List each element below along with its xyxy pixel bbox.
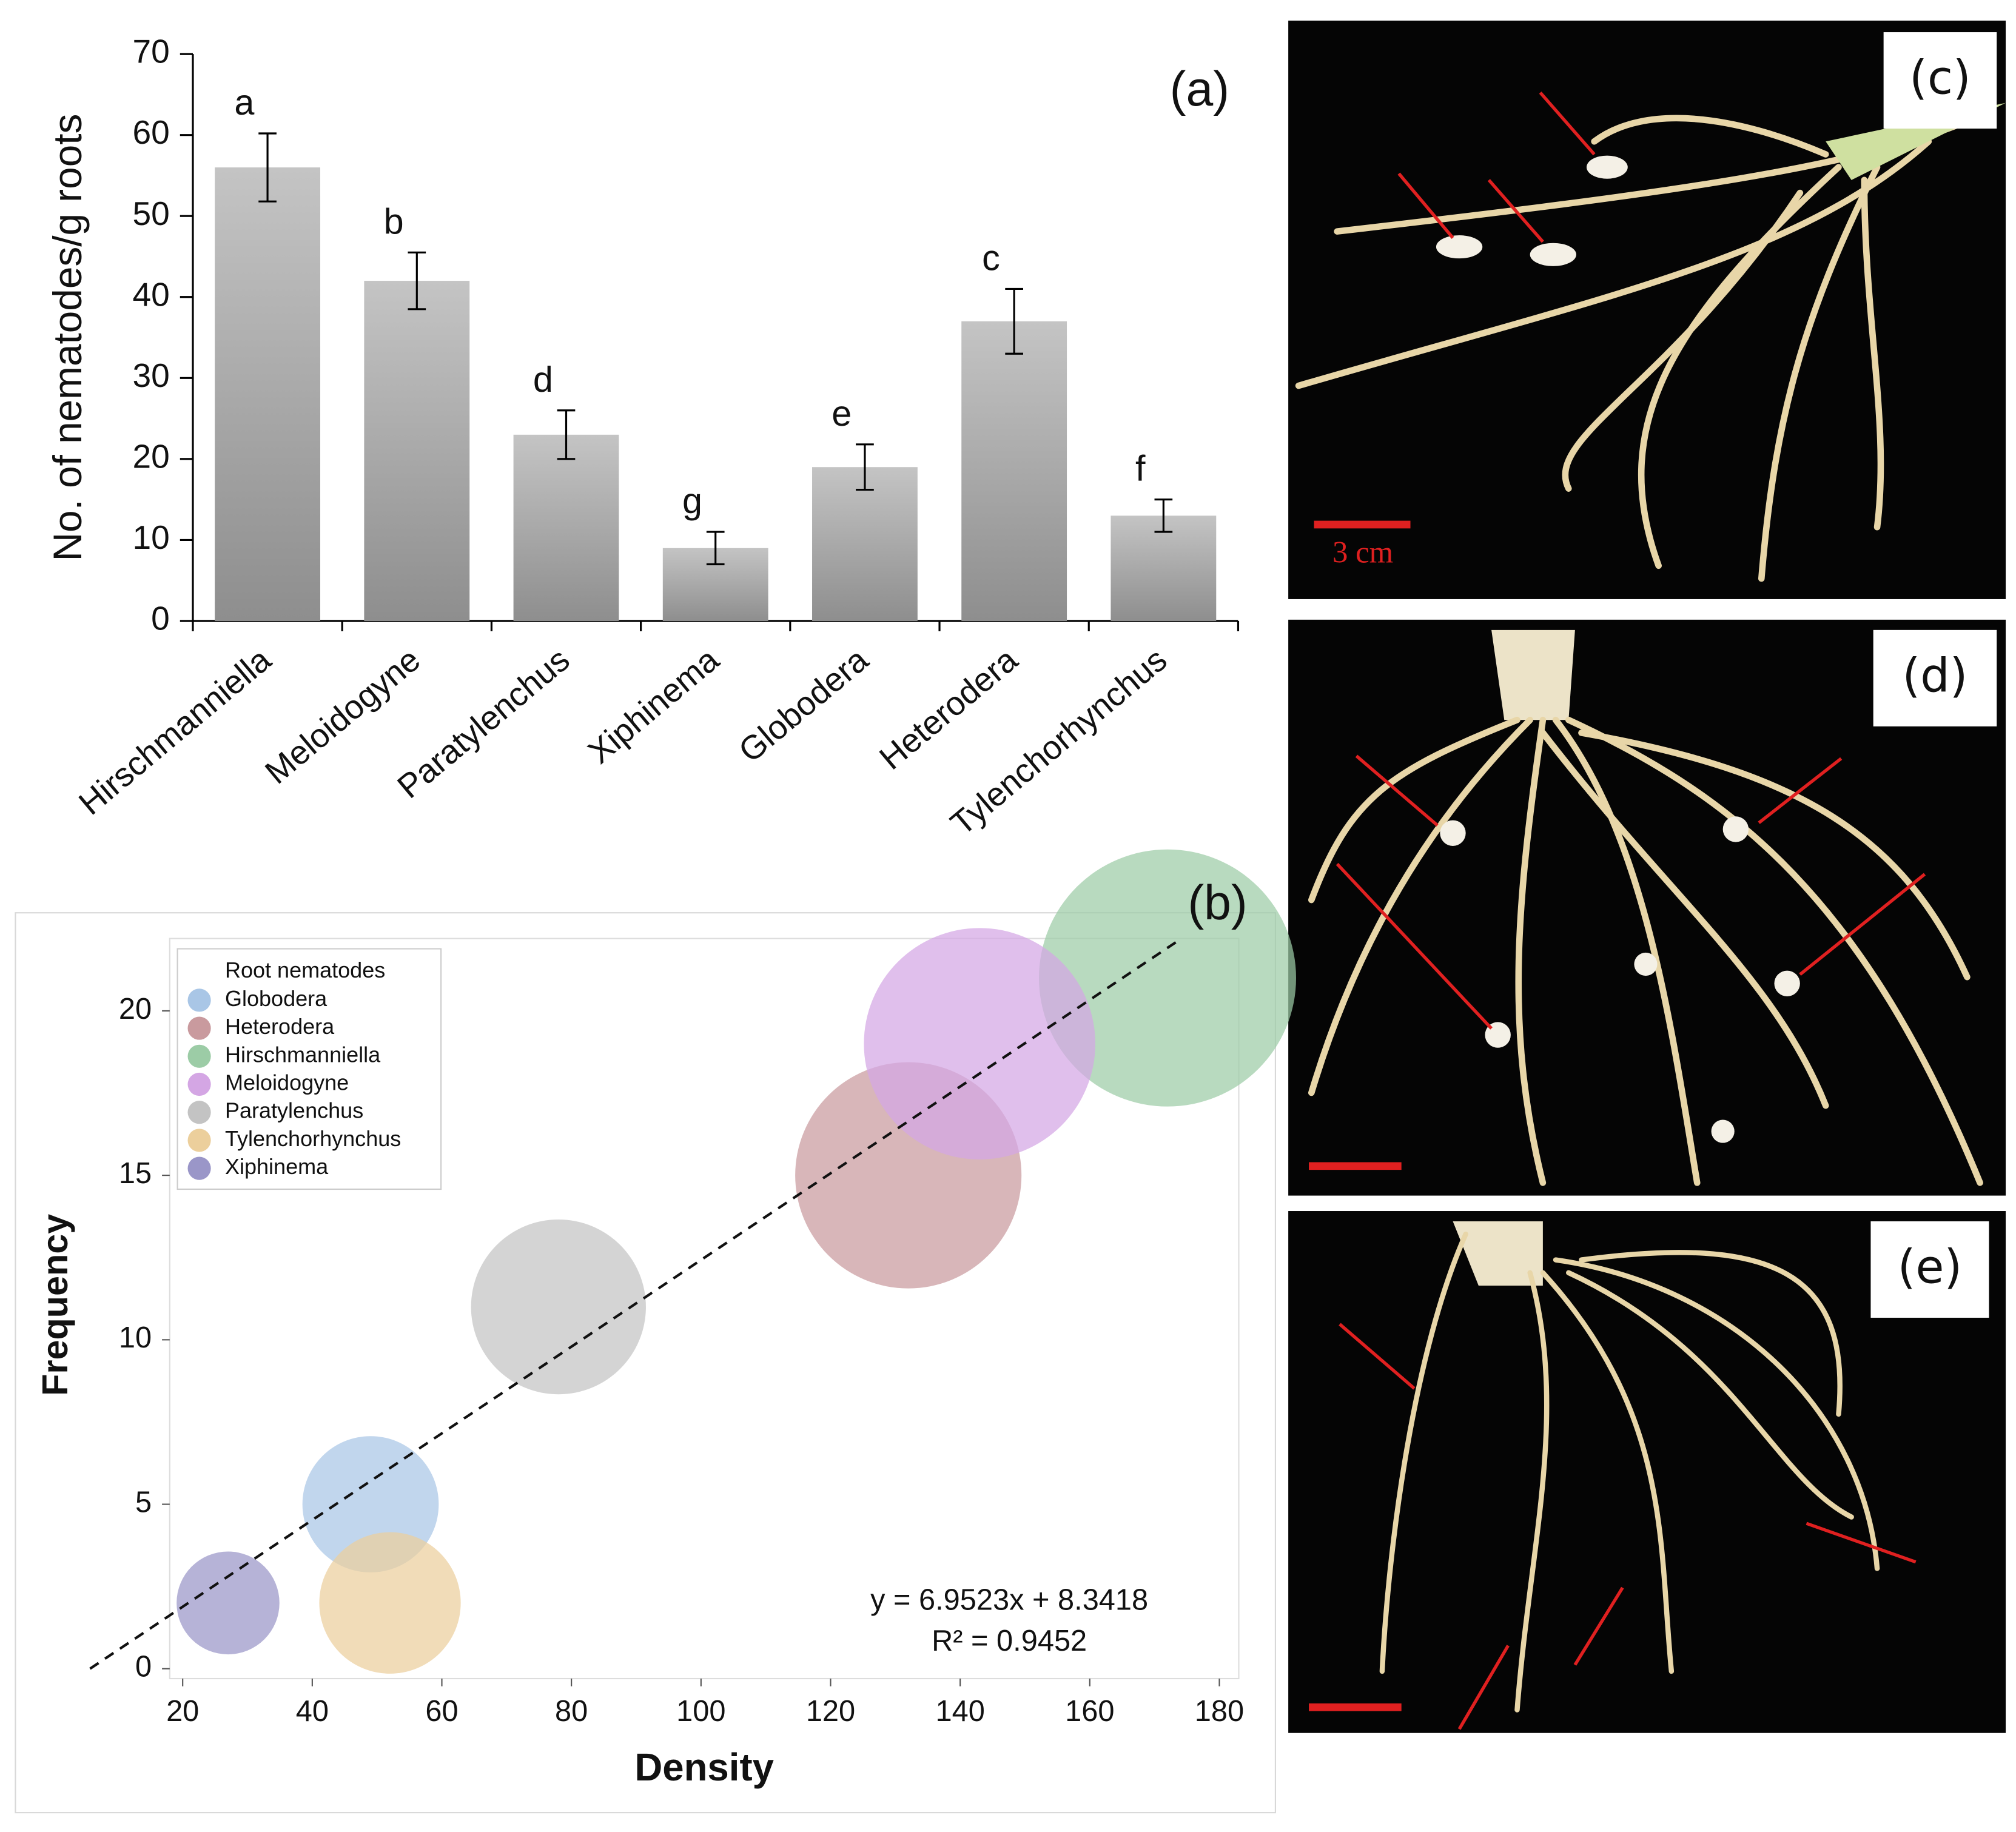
panel-label: (b) bbox=[1188, 876, 1247, 930]
x-tick-label: 160 bbox=[1065, 1695, 1114, 1728]
significance-letter: e bbox=[832, 393, 852, 434]
y-tick-label: 10 bbox=[133, 518, 170, 556]
legend-swatch bbox=[187, 1016, 211, 1040]
photo-c: (c) 3 cm bbox=[1288, 20, 2006, 599]
legend-swatch bbox=[187, 1156, 211, 1180]
x-tick-label: 20 bbox=[166, 1695, 199, 1728]
legend-swatch bbox=[187, 988, 211, 1012]
significance-letter: d bbox=[533, 359, 553, 400]
y-tick-label: 15 bbox=[119, 1157, 152, 1190]
y-tick-label: 20 bbox=[133, 437, 170, 475]
legend-swatch bbox=[187, 1101, 211, 1124]
y-tick-label: 30 bbox=[133, 357, 170, 394]
x-tick-label: Heterodera bbox=[872, 640, 1024, 777]
significance-letter: g bbox=[682, 480, 702, 521]
bubble bbox=[319, 1532, 461, 1674]
bubble bbox=[864, 928, 1095, 1159]
y-axis-label: Frequency bbox=[35, 1214, 75, 1396]
x-axis-label: Density bbox=[634, 1746, 774, 1789]
plot-area bbox=[169, 938, 1240, 1680]
panel-label: (a) bbox=[1170, 62, 1229, 116]
trend-line bbox=[89, 941, 1178, 1670]
bar bbox=[215, 167, 321, 621]
significance-letter: f bbox=[1135, 448, 1146, 489]
bubble bbox=[471, 1219, 646, 1395]
legend-label: Meloidogyne bbox=[225, 1070, 349, 1095]
x-tick-label: 60 bbox=[425, 1695, 458, 1728]
significance-letter: b bbox=[384, 201, 404, 241]
bar bbox=[513, 434, 619, 621]
legend-label: Paratylenchus bbox=[225, 1098, 363, 1123]
y-tick-label: 50 bbox=[133, 195, 170, 232]
x-tick-label: 80 bbox=[555, 1695, 588, 1728]
x-tick-label: Xiphinema bbox=[580, 640, 726, 771]
scale-label: 3 cm bbox=[1332, 536, 1393, 570]
y-axis-label: No. of nematodes/g roots bbox=[45, 114, 90, 562]
panel-label: (d) bbox=[1902, 648, 1967, 702]
legend-label: Hirschmanniella bbox=[225, 1042, 381, 1067]
legend-label: Heterodera bbox=[225, 1014, 335, 1039]
panel-label: (e) bbox=[1898, 1240, 1962, 1294]
y-tick-label: 0 bbox=[135, 1651, 152, 1683]
legend-swatch bbox=[187, 1129, 211, 1152]
x-tick-label: 100 bbox=[676, 1695, 725, 1728]
photo-d: (d) bbox=[1288, 619, 2006, 1196]
legend-label: Tylenchorhynchus bbox=[225, 1126, 401, 1151]
legend-swatch bbox=[187, 1044, 211, 1068]
panel-b-frame bbox=[15, 912, 1276, 1814]
bar bbox=[364, 281, 470, 621]
photo-e: (e) bbox=[1288, 1211, 2006, 1733]
legend-box bbox=[176, 948, 442, 1190]
bubble bbox=[1039, 849, 1296, 1107]
bubble bbox=[176, 1551, 280, 1655]
bar bbox=[961, 321, 1067, 621]
panel-label: (c) bbox=[1909, 51, 1971, 105]
legend-label: Globodera bbox=[225, 986, 328, 1011]
x-tick-label: 120 bbox=[806, 1695, 855, 1728]
x-tick-label: Globodera bbox=[731, 640, 875, 770]
bar bbox=[812, 467, 918, 621]
r-squared: R² = 0.9452 bbox=[932, 1625, 1087, 1657]
y-tick-label: 40 bbox=[133, 275, 170, 313]
y-tick-label: 5 bbox=[135, 1486, 152, 1518]
equation: y = 6.9523x + 8.3418 bbox=[870, 1583, 1148, 1616]
x-tick-label: 140 bbox=[935, 1695, 984, 1728]
x-tick-label: 180 bbox=[1195, 1695, 1244, 1728]
legend-swatch bbox=[187, 1072, 211, 1096]
y-tick-label: 10 bbox=[119, 1321, 152, 1354]
significance-letter: a bbox=[234, 82, 254, 122]
x-tick-label: Hirschmanniella bbox=[72, 640, 278, 822]
y-tick-label: 60 bbox=[133, 113, 170, 151]
x-tick-label: 40 bbox=[296, 1695, 329, 1728]
significance-letter: c bbox=[982, 237, 1000, 278]
y-tick-label: 0 bbox=[151, 600, 170, 637]
y-tick-label: 20 bbox=[119, 993, 152, 1025]
y-tick-label: 70 bbox=[133, 33, 170, 70]
bar bbox=[1110, 515, 1217, 621]
legend-title: Root nematodes bbox=[225, 958, 385, 982]
legend-label: Xiphinema bbox=[225, 1154, 329, 1179]
